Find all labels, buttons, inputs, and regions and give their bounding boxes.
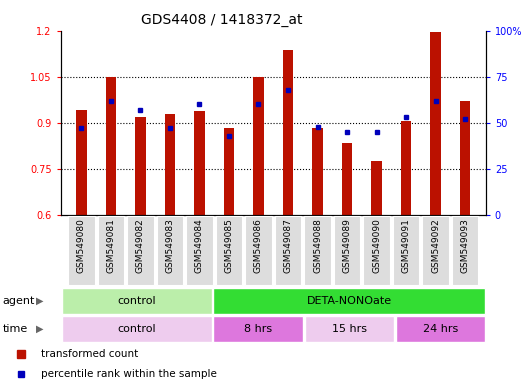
- Text: 15 hrs: 15 hrs: [332, 324, 366, 334]
- Bar: [194, 111, 205, 215]
- Text: DETA-NONOate: DETA-NONOate: [307, 296, 392, 306]
- FancyBboxPatch shape: [245, 217, 272, 285]
- Text: agent: agent: [3, 296, 35, 306]
- Text: ▶: ▶: [36, 324, 43, 334]
- FancyBboxPatch shape: [395, 316, 485, 342]
- Text: GSM549084: GSM549084: [195, 218, 204, 273]
- Bar: [106, 77, 116, 215]
- Bar: [460, 101, 470, 215]
- FancyBboxPatch shape: [62, 316, 212, 342]
- FancyBboxPatch shape: [305, 316, 394, 342]
- FancyBboxPatch shape: [363, 217, 390, 285]
- FancyBboxPatch shape: [186, 217, 213, 285]
- Text: GSM549083: GSM549083: [165, 218, 174, 273]
- Bar: [371, 161, 382, 215]
- Bar: [401, 121, 411, 215]
- FancyBboxPatch shape: [213, 288, 485, 314]
- Bar: [313, 128, 323, 215]
- Text: transformed count: transformed count: [41, 349, 138, 359]
- FancyBboxPatch shape: [62, 288, 212, 314]
- FancyBboxPatch shape: [98, 217, 124, 285]
- Text: GDS4408 / 1418372_at: GDS4408 / 1418372_at: [141, 13, 303, 27]
- Text: GSM549089: GSM549089: [343, 218, 352, 273]
- Text: GSM549080: GSM549080: [77, 218, 86, 273]
- Text: time: time: [3, 324, 28, 334]
- Text: GSM549087: GSM549087: [284, 218, 293, 273]
- FancyBboxPatch shape: [304, 217, 331, 285]
- FancyBboxPatch shape: [213, 316, 303, 342]
- Bar: [253, 77, 263, 215]
- Text: GSM549090: GSM549090: [372, 218, 381, 273]
- Bar: [224, 128, 234, 215]
- Text: control: control: [117, 296, 156, 306]
- Bar: [165, 114, 175, 215]
- Text: GSM549093: GSM549093: [460, 218, 469, 273]
- Text: GSM549086: GSM549086: [254, 218, 263, 273]
- Text: control: control: [117, 324, 156, 334]
- Bar: [135, 118, 146, 215]
- Text: GSM549082: GSM549082: [136, 218, 145, 273]
- FancyBboxPatch shape: [157, 217, 183, 285]
- FancyBboxPatch shape: [393, 217, 419, 285]
- FancyBboxPatch shape: [452, 217, 478, 285]
- Bar: [76, 110, 87, 215]
- Text: GSM549091: GSM549091: [402, 218, 411, 273]
- FancyBboxPatch shape: [422, 217, 449, 285]
- FancyBboxPatch shape: [215, 217, 242, 285]
- Text: GSM549081: GSM549081: [107, 218, 116, 273]
- FancyBboxPatch shape: [275, 217, 301, 285]
- Text: 24 hrs: 24 hrs: [422, 324, 458, 334]
- Text: 8 hrs: 8 hrs: [244, 324, 272, 334]
- FancyBboxPatch shape: [127, 217, 154, 285]
- Text: GSM549088: GSM549088: [313, 218, 322, 273]
- Text: GSM549085: GSM549085: [224, 218, 233, 273]
- FancyBboxPatch shape: [68, 217, 95, 285]
- Text: percentile rank within the sample: percentile rank within the sample: [41, 369, 217, 379]
- Text: GSM549092: GSM549092: [431, 218, 440, 273]
- Bar: [283, 50, 293, 215]
- Bar: [430, 32, 441, 215]
- Text: ▶: ▶: [36, 296, 43, 306]
- Bar: [342, 143, 352, 215]
- FancyBboxPatch shape: [334, 217, 360, 285]
